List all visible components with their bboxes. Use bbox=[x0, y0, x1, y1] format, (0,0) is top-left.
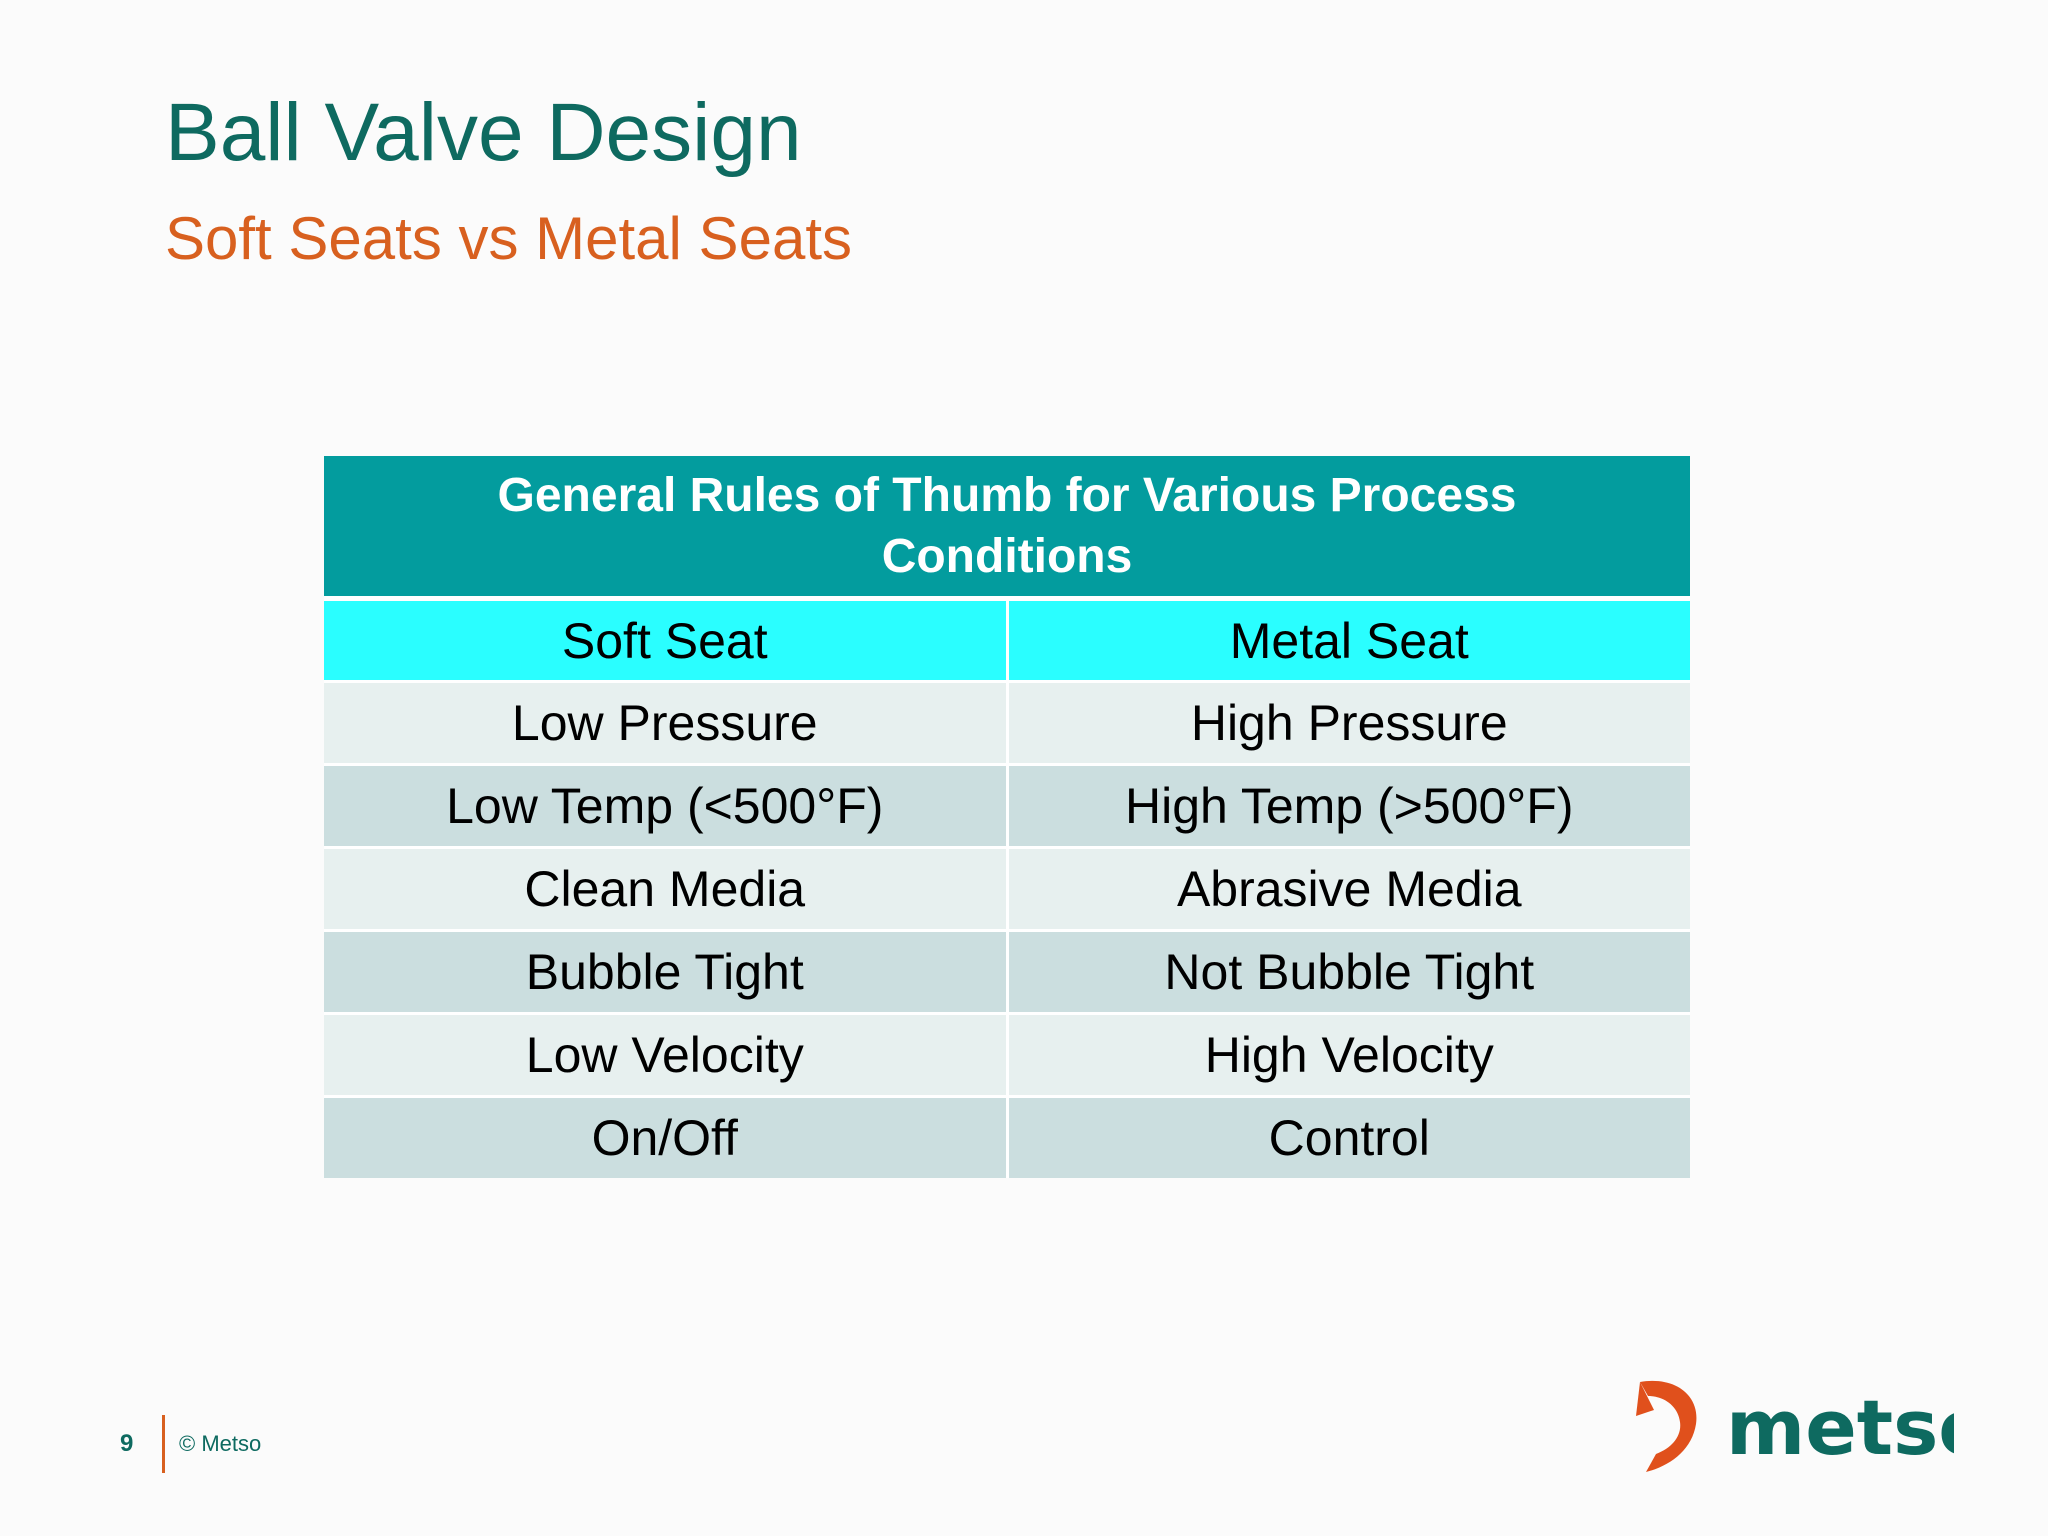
table-heading-text: General Rules of Thumb for Various Proce… bbox=[497, 469, 1517, 583]
slide-subtitle: Soft Seats vs Metal Seats bbox=[165, 205, 852, 272]
footer-divider bbox=[162, 1415, 165, 1473]
table-cell-soft-seat: Low Pressure bbox=[324, 680, 1009, 765]
table-cell-metal-seat: High Pressure bbox=[1007, 680, 1690, 765]
rules-of-thumb-table: General Rules of Thumb for Various Proce… bbox=[324, 456, 1690, 1178]
table-cell-soft-seat: Low Velocity bbox=[324, 1012, 1009, 1097]
table-row: On/Off Control bbox=[324, 1095, 1690, 1178]
slide-footer: 9 © Metso bbox=[120, 1414, 261, 1474]
table-cell-metal-seat: High Velocity bbox=[1007, 1012, 1690, 1097]
table-heading: General Rules of Thumb for Various Proce… bbox=[324, 456, 1690, 601]
metso-logo-mark bbox=[1636, 1380, 1697, 1472]
column-header-soft-seat: Soft Seat bbox=[324, 598, 1009, 682]
table-cell-soft-seat: On/Off bbox=[324, 1095, 1009, 1178]
table-header-row: Soft Seat Metal Seat bbox=[324, 598, 1690, 682]
table-cell-metal-seat: Not Bubble Tight bbox=[1007, 929, 1690, 1014]
table-cell-soft-seat: Low Temp (<500°F) bbox=[324, 763, 1009, 848]
table-cell-soft-seat: Clean Media bbox=[324, 846, 1009, 931]
table-row: Low Pressure High Pressure bbox=[324, 680, 1690, 765]
slide-title: Ball Valve Design bbox=[165, 87, 802, 178]
table-cell-metal-seat: Control bbox=[1007, 1095, 1690, 1178]
page-number: 9 bbox=[120, 1430, 134, 1457]
table-cell-metal-seat: Abrasive Media bbox=[1007, 846, 1690, 931]
table-row: Bubble Tight Not Bubble Tight bbox=[324, 929, 1690, 1014]
table-row: Low Velocity High Velocity bbox=[324, 1012, 1690, 1097]
table-banner-row: General Rules of Thumb for Various Proce… bbox=[324, 456, 1690, 601]
table-row: Low Temp (<500°F) High Temp (>500°F) bbox=[324, 763, 1690, 848]
table-cell-soft-seat: Bubble Tight bbox=[324, 929, 1009, 1014]
column-header-metal-seat: Metal Seat bbox=[1007, 598, 1690, 682]
metso-logo: metso bbox=[1636, 1380, 1954, 1472]
footer-copyright: © Metso bbox=[179, 1431, 262, 1456]
metso-wordmark: metso bbox=[1726, 1383, 1954, 1472]
table-cell-metal-seat: High Temp (>500°F) bbox=[1007, 763, 1690, 848]
table-row: Clean Media Abrasive Media bbox=[324, 846, 1690, 931]
